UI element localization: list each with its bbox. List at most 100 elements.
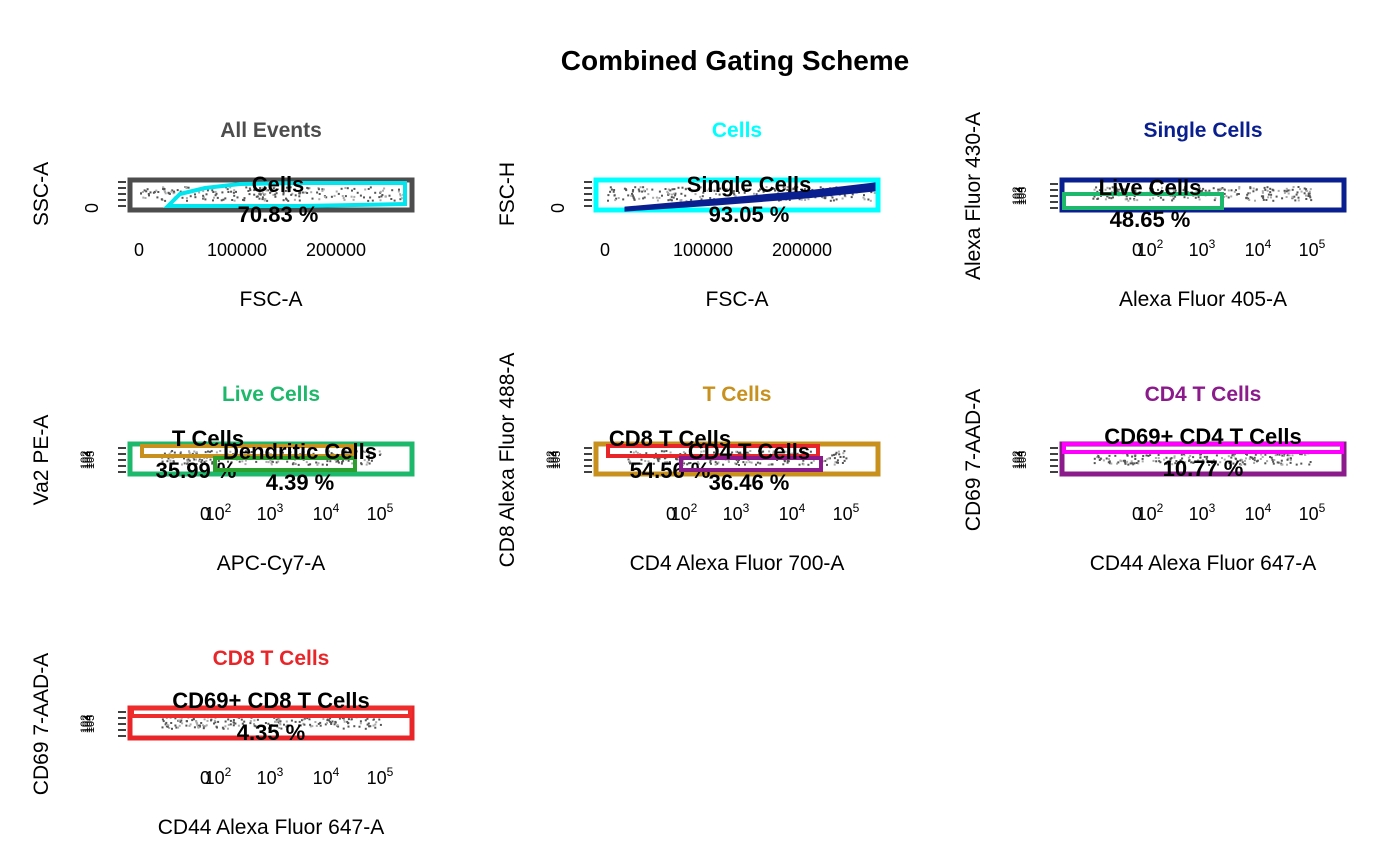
y-tick-label: 102 [1011,451,1023,469]
event-point [249,720,252,723]
event-point [758,450,761,452]
event-point [1281,197,1284,200]
event-point [1165,462,1168,465]
event-point [1122,459,1125,462]
event-point [196,722,199,725]
event-point [187,186,190,189]
event-point [1201,459,1204,461]
event-point [755,193,758,196]
event-point [842,452,845,455]
event-point [783,460,786,462]
event-point [1271,458,1274,461]
y-tick-label: 105 [85,451,97,469]
event-point [1297,186,1300,188]
event-point [833,457,836,460]
event-point [187,458,190,461]
event-point [261,452,263,455]
event-point [307,463,310,466]
event-point [710,462,712,465]
event-point [155,189,158,192]
gate-label: CD69+ CD4 T Cells [1104,424,1301,449]
event-point [303,723,306,726]
event-point [285,198,288,201]
event-point [173,190,175,193]
event-point [1181,457,1184,460]
event-point [304,191,307,194]
event-point [215,451,218,454]
event-point [245,450,247,453]
event-point [1158,460,1161,463]
event-point [1227,196,1230,199]
event-point [337,192,340,195]
panel-title: Live Cells [222,383,320,406]
event-point [1124,459,1126,462]
event-point [823,196,826,199]
event-point [230,190,233,193]
event-point [1097,455,1100,457]
event-point [374,191,377,194]
event-point [1192,456,1195,459]
event-point [381,194,384,196]
gate: Single Cells 93.05 % [624,172,876,227]
event-point [369,186,372,189]
event-point [279,450,282,453]
event-point [1305,188,1308,191]
event-point [1299,188,1301,191]
event-point [656,199,659,202]
event-point [822,196,825,199]
event-cloud [1093,450,1312,466]
event-point [718,193,721,196]
panel-7: CD8 T Cells CD44 Alexa Fluor 647-A CD69 7-… [30,647,415,839]
event-point [1116,462,1118,465]
event-point [664,188,667,190]
event-point [278,721,281,724]
event-point [772,452,775,455]
event-point [255,460,258,463]
event-point [1267,196,1270,199]
event-point [1228,462,1231,464]
event-point [289,451,292,454]
event-point [841,462,844,464]
event-point [1192,461,1195,464]
event-point [275,718,278,721]
event-point [664,461,667,464]
event-point [1254,453,1257,456]
event-point [617,197,620,199]
event-point [1131,462,1134,465]
event-point [1272,460,1275,463]
event-point [638,190,641,193]
event-point [245,186,248,189]
parent-frame [593,177,881,213]
event-point [364,450,366,453]
event-point [1098,189,1101,192]
event-point [347,459,350,462]
event-point [679,199,682,202]
event-point [326,719,329,722]
event-point [1309,196,1312,199]
event-point [788,199,791,201]
event-point [230,461,233,464]
event-point [1270,456,1273,459]
event-point [676,198,678,201]
event-point [642,197,645,200]
event-point [1227,455,1230,458]
event-point [1305,198,1308,200]
event-point [658,197,661,199]
event-point [264,193,267,196]
event-point [660,450,663,453]
event-point [283,723,285,726]
panel-2: Cells FSC-A FSC-H 0 100000 200000 0 Single Cell… [496,119,881,311]
event-point [1247,192,1250,195]
event-point [1145,454,1148,457]
event-point [1263,186,1266,189]
event-point [215,725,218,728]
event-point [636,451,639,454]
event-point [346,720,349,723]
event-point [786,186,789,188]
event-point [253,719,256,722]
event-point [1303,187,1306,190]
event-point [1253,456,1256,459]
event-point [1291,188,1294,191]
event-point [835,451,838,454]
